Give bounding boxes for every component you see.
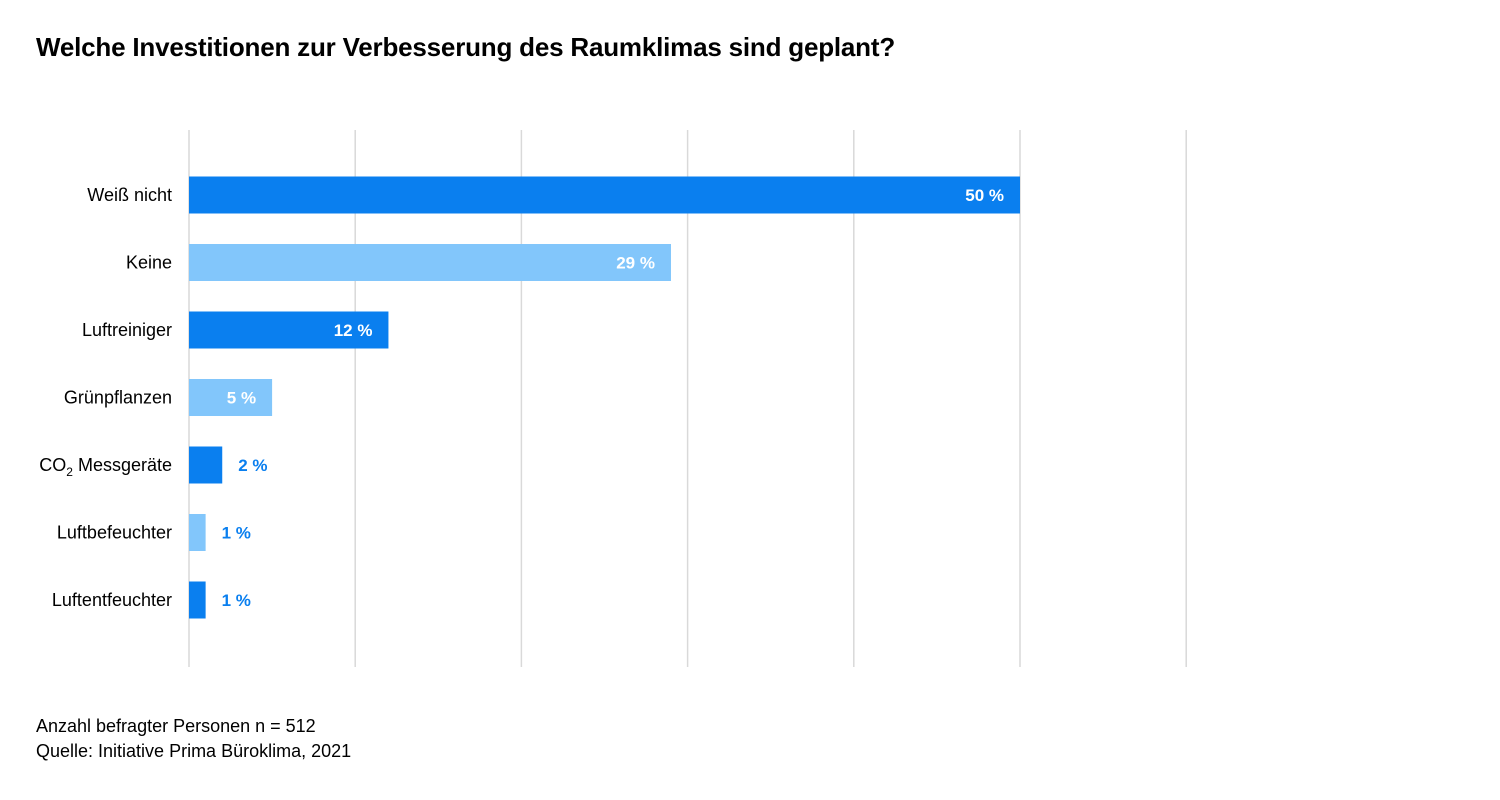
category-label: Grünpflanzen bbox=[64, 388, 172, 408]
sample-size-note: Anzahl befragter Personen n = 512 bbox=[36, 716, 316, 736]
bar bbox=[189, 514, 206, 551]
source-note: Quelle: Initiative Prima Büroklima, 2021 bbox=[36, 741, 352, 761]
category-label: CO2 Messgeräte bbox=[39, 455, 172, 479]
value-labels: 50 % 29 % 12 % 5 % 2 % 1 % 1 % bbox=[222, 186, 1004, 610]
category-label: Luftreiniger bbox=[82, 320, 172, 340]
value-label: 29 % bbox=[616, 254, 655, 273]
bar bbox=[189, 379, 273, 416]
category-labels: Weiß nicht Keine Luftreiniger Grünpflanzen C… bbox=[39, 185, 172, 610]
bars bbox=[189, 176, 1020, 619]
bar-chart: Weiß nicht Keine Luftreiniger Grünpflanzen C… bbox=[39, 130, 1187, 667]
bar bbox=[189, 581, 206, 619]
category-label: Luftbefeuchter bbox=[57, 523, 172, 543]
gridlines bbox=[188, 130, 1187, 667]
bar bbox=[189, 176, 1020, 214]
chart-footer: Anzahl befragter Personen n = 512 Quelle… bbox=[36, 714, 351, 764]
bar bbox=[189, 446, 223, 484]
value-label: 5 % bbox=[227, 389, 256, 408]
value-label: 12 % bbox=[334, 321, 373, 340]
value-label: 1 % bbox=[222, 591, 251, 610]
category-label: Weiß nicht bbox=[87, 185, 172, 205]
chart-title: Welche Investitionen zur Verbesserung de… bbox=[36, 32, 896, 62]
value-label: 2 % bbox=[238, 456, 267, 475]
bar bbox=[189, 244, 671, 281]
value-label: 1 % bbox=[222, 524, 251, 543]
value-label: 50 % bbox=[965, 186, 1004, 205]
bar bbox=[189, 311, 389, 349]
category-label: Keine bbox=[126, 253, 172, 273]
category-label: Luftentfeuchter bbox=[52, 590, 172, 610]
